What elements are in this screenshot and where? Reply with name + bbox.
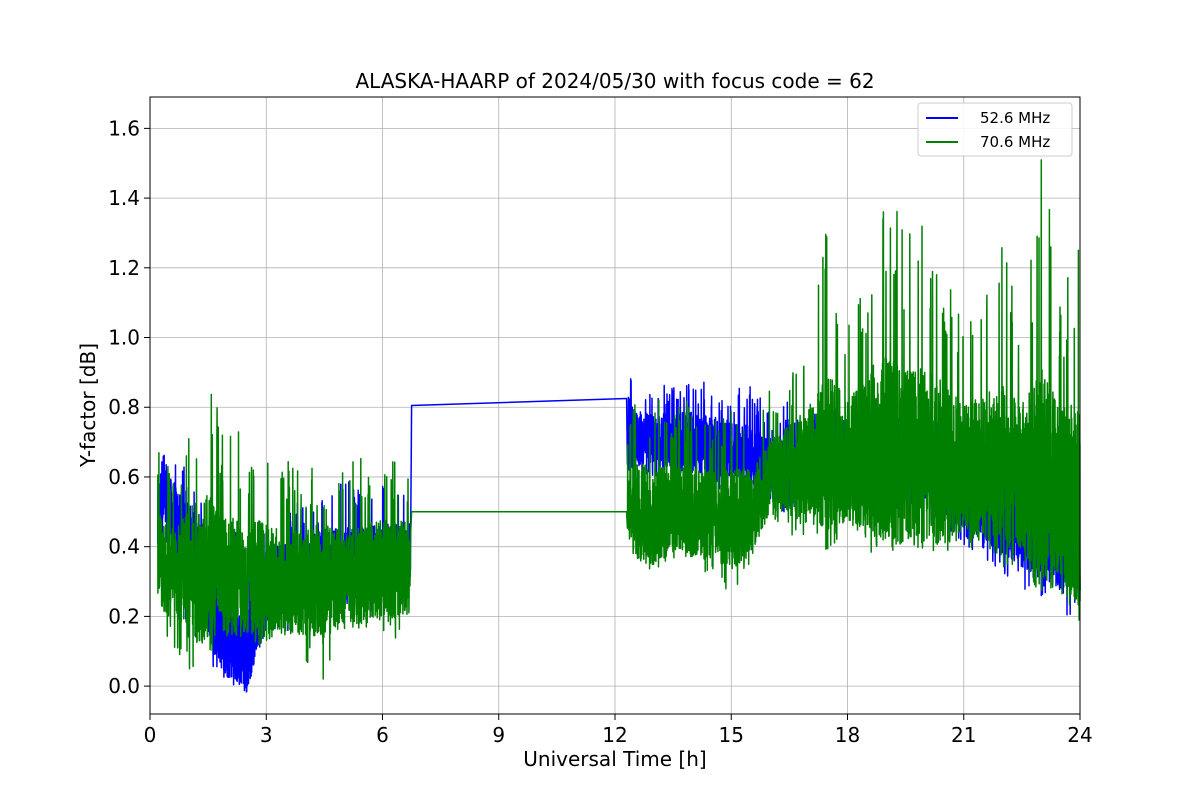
y-tick-label: 0.4 (108, 535, 140, 559)
x-axis-label: Universal Time [h] (523, 747, 706, 771)
y-tick-label: 0.2 (108, 604, 140, 628)
y-tick-label: 1.4 (108, 186, 140, 210)
y-axis-label: Y-factor [dB] (76, 343, 100, 468)
y-tick-label: 1.0 (108, 326, 140, 350)
y-tick-label: 0.0 (108, 674, 140, 698)
x-tick-label: 15 (719, 723, 744, 747)
series-line-2 (157, 159, 1081, 680)
legend-label-1: 52.6 MHz (980, 109, 1050, 127)
x-tick-label: 0 (144, 723, 157, 747)
legend-label-2: 70.6 MHz (980, 133, 1050, 151)
y-axis: 0.0 0.2 0.4 0.6 0.8 1.0 1.2 1.4 1.6 (108, 116, 150, 698)
y-tick-label: 0.6 (108, 465, 140, 489)
plot-area (157, 159, 1081, 693)
x-axis: 0 3 6 9 12 15 18 21 24 (144, 714, 1093, 747)
x-tick-label: 12 (602, 723, 627, 747)
y-tick-label: 1.2 (108, 256, 140, 280)
x-tick-label: 3 (260, 723, 273, 747)
y-tick-label: 1.6 (108, 116, 140, 140)
legend: 52.6 MHz 70.6 MHz (917, 102, 1073, 157)
x-tick-label: 18 (835, 723, 860, 747)
x-tick-label: 21 (951, 723, 976, 747)
x-tick-label: 24 (1067, 723, 1092, 747)
chart-title: ALASKA-HAARP of 2024/05/30 with focus co… (355, 69, 874, 93)
x-tick-label: 6 (376, 723, 389, 747)
y-tick-label: 0.8 (108, 395, 140, 419)
x-tick-label: 9 (492, 723, 505, 747)
